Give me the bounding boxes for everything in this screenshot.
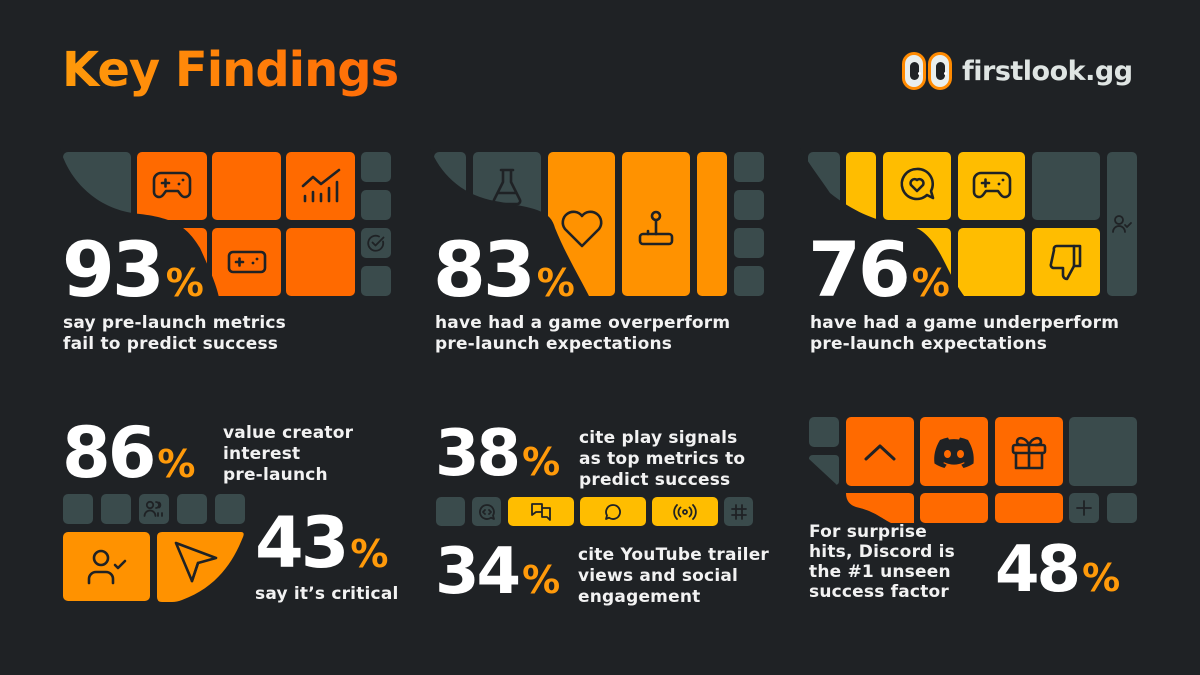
gamepad-small-icon <box>227 250 266 274</box>
stat-caption: cite YouTube trailer views and social enga… <box>578 545 770 607</box>
thumbs-down-tile <box>1032 228 1100 296</box>
joystick-icon <box>638 210 674 246</box>
brand-name: firstlook.gg <box>962 55 1133 87</box>
curve-decor <box>60 148 220 303</box>
percent-sign: % <box>165 261 204 305</box>
broadcast-icon <box>673 503 697 520</box>
user-check-icon <box>87 549 126 584</box>
gamepad-tile <box>137 152 207 220</box>
chart-trend-icon <box>301 168 340 203</box>
stat-value: 48 <box>995 533 1081 607</box>
decor-tile <box>734 228 764 258</box>
heart-chat-icon <box>900 167 935 201</box>
decor-tile <box>734 190 764 220</box>
hash-icon <box>730 503 747 520</box>
users-tile <box>139 494 169 524</box>
decor-tile <box>734 152 764 182</box>
heart-icon <box>561 210 602 248</box>
user-check-icon <box>1112 215 1132 233</box>
gamepad-icon <box>152 171 192 199</box>
send-icon <box>174 541 218 583</box>
user-check-tile <box>1107 152 1137 296</box>
decor-tile <box>1069 417 1137 486</box>
code-chat-icon <box>478 503 495 520</box>
decor-tile <box>361 266 391 296</box>
decor-tile <box>101 494 131 524</box>
decor-tile <box>215 494 245 524</box>
chevron-up-icon <box>864 444 896 460</box>
chat-tile <box>580 497 646 526</box>
broadcast-tile <box>652 497 718 526</box>
stat-value: 43 <box>255 502 349 584</box>
chats-icon <box>531 502 551 521</box>
thumbs-down-icon <box>1049 244 1082 281</box>
send-tile <box>157 532 244 602</box>
stat-value: 38 <box>435 417 521 491</box>
user-check-tile <box>63 532 150 601</box>
percent-sign: % <box>1082 556 1121 600</box>
decor-tile <box>361 190 391 220</box>
gamepad-icon <box>972 171 1011 199</box>
joystick-tile <box>622 152 690 296</box>
check-circle-icon <box>367 234 385 252</box>
percent-sign: % <box>157 442 196 486</box>
decor-tile <box>177 494 207 524</box>
decor-tile <box>920 493 988 523</box>
stat-caption: say it’s critical <box>255 584 399 604</box>
chart-tile <box>286 152 355 220</box>
decor-tile <box>436 497 465 526</box>
curve-decor <box>430 148 590 303</box>
chat-icon <box>605 503 621 520</box>
stat-caption: say pre-launch metrics fail to predict su… <box>63 313 286 354</box>
plus-tile <box>1069 493 1099 523</box>
stat-value: 86 <box>62 412 156 494</box>
stat-caption: have had a game underperform pre-launch e… <box>810 313 1120 354</box>
stat-value: 76 <box>808 225 911 314</box>
stat-caption: value creator interest pre-launch <box>223 423 354 485</box>
decor-tile <box>63 494 93 524</box>
gamepad-tile <box>958 152 1025 220</box>
code-chat-tile <box>472 497 501 526</box>
decor-tile <box>846 493 914 523</box>
decor-tile <box>1107 493 1137 523</box>
percent-sign: % <box>911 261 950 305</box>
brand-logo[interactable]: firstlook.gg <box>902 52 1133 90</box>
decor-tile <box>734 266 764 296</box>
stat-caption: For surprise hits, Discord is the #1 unsee… <box>809 522 955 602</box>
gift-tile <box>995 417 1063 486</box>
check-tile <box>361 228 391 258</box>
gift-icon <box>1011 436 1047 469</box>
decor-tile <box>809 417 839 447</box>
hash-tile <box>724 497 753 526</box>
decor-tile <box>286 228 355 296</box>
stat-caption: cite play signals as top metrics to predic… <box>579 428 746 490</box>
users-icon <box>143 500 163 517</box>
decor-tile <box>212 152 281 220</box>
page-title: Key Findings <box>62 42 399 98</box>
percent-sign: % <box>522 440 561 484</box>
percent-sign: % <box>522 558 561 602</box>
heart-chat-tile <box>883 152 951 220</box>
curve-decor <box>800 148 970 303</box>
gamepad-small-tile <box>212 228 281 296</box>
decor-tile <box>1032 152 1100 220</box>
eyes-icon <box>902 52 952 90</box>
chats-tile <box>508 497 574 526</box>
plus-icon <box>1076 500 1092 516</box>
percent-sign: % <box>536 261 575 305</box>
decor-tile <box>958 228 1025 296</box>
stat-value: 93 <box>62 225 165 314</box>
stat-value: 83 <box>433 225 536 314</box>
decor-tile <box>995 493 1063 523</box>
decor-tile <box>809 455 839 485</box>
discord-icon <box>934 437 974 468</box>
decor-tile <box>697 152 727 296</box>
decor-tile <box>361 152 391 182</box>
stat-value: 34 <box>435 535 521 609</box>
percent-sign: % <box>350 532 389 576</box>
chevron-tile <box>846 417 914 486</box>
discord-tile <box>920 417 988 486</box>
stat-caption: have had a game overperform pre-launch ex… <box>435 313 731 354</box>
